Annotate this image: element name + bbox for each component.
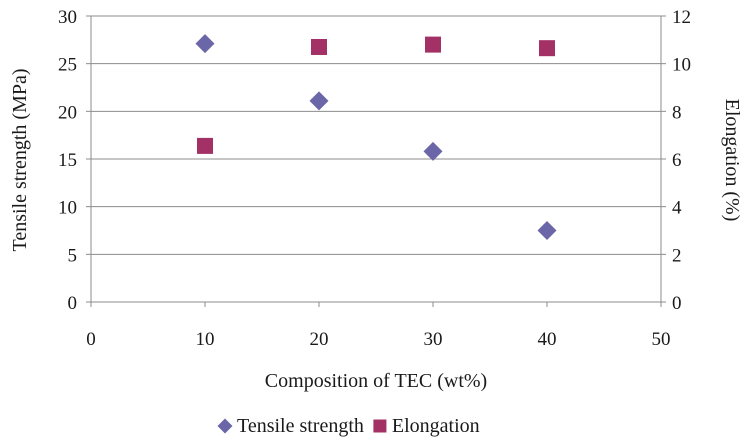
y2-tick-label: 0 [672,293,682,314]
y-tick-label: 20 [58,102,77,123]
x-tick-label: 0 [86,329,96,350]
tensile-strength-point [537,221,557,240]
y2-tick-label: 8 [672,102,682,123]
y2-tick-label: 2 [672,245,682,266]
legend: Tensile strength Elongation [217,415,480,437]
tensile-strength-point [195,34,215,54]
elongation-point [197,137,213,154]
tensile-strength-point [423,141,443,161]
y-tick-label: 10 [58,198,77,219]
x-tick-label: 30 [424,329,443,350]
legend-label: Tensile strength [237,415,364,437]
y-tick-label: 15 [58,150,77,171]
elongation-point [539,40,555,57]
x-axis-title: Composition of TEC (wt%) [265,370,487,392]
y-tick-label: 30 [58,7,77,28]
elongation-point [425,36,441,53]
data-points [195,34,557,240]
gridlines [91,15,661,255]
tick-labels: 0 5 10 15 20 25 30 0 2 4 6 8 10 12 0 10 20 30 40 50 [58,7,691,350]
y2-tick-label: 12 [672,7,691,28]
y-axis-title: Tensile strength (MPa) [9,68,31,251]
tensile-strength-point [309,91,329,111]
y2-tick-label: 4 [672,198,682,219]
y2-tick-label: 10 [672,55,691,76]
y-tick-label: 5 [68,245,78,266]
x-tick-label: 40 [538,329,557,350]
y-tick-label: 25 [58,55,77,76]
axes [86,15,666,307]
x-tick-label: 20 [310,329,329,350]
x-tick-label: 10 [196,329,215,350]
y-tick-label: 0 [68,293,78,314]
legend-diamond-icon [217,418,233,434]
legend-square-icon [373,419,387,433]
x-tick-label: 50 [652,329,671,350]
elongation-point [311,38,327,55]
legend-label: Elongation [392,415,480,437]
y2-tick-label: 6 [672,150,682,171]
y2-axis-title: Elongation (%) [721,99,743,222]
